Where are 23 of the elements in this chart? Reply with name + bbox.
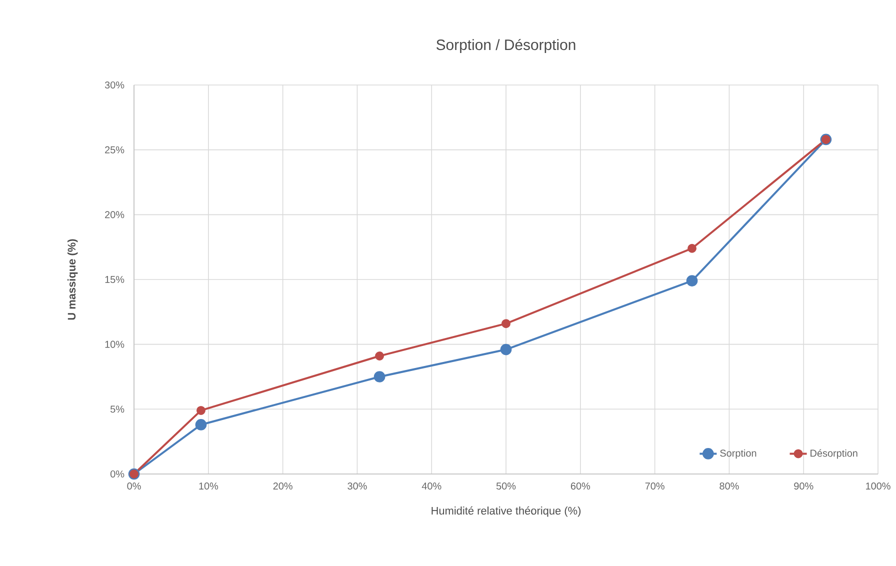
y-tick-label: 25% [105,146,124,154]
x-tick-label: 90% [794,482,814,490]
x-tick-label: 100% [866,482,890,490]
x-axis-title: Humidité relative théorique (%) [432,506,581,517]
legend-label: Sorption [720,449,756,459]
chart-title: Sorption / Désorption [436,38,576,54]
x-tick-label: 20% [273,482,292,490]
x-tick-label: 80% [720,482,739,490]
x-tick-label: 60% [570,482,590,490]
x-tick-label: 0% [127,482,141,490]
legend-label: Désorption [810,449,858,459]
y-tick-label: 10% [105,340,124,348]
x-tick-label: 50% [496,482,516,490]
x-tick-label: 70% [645,482,664,490]
y-tick-label: 30% [104,81,124,89]
x-tick-label: 30% [348,482,367,490]
y-tick-label: 15% [105,276,124,283]
y-tick-label: 5% [110,406,124,413]
x-tick-label: 10% [199,482,218,490]
y-axis-title: U massique (%) [67,239,78,320]
x-tick-label: 40% [422,482,442,490]
y-tick-label: 0% [110,470,124,478]
y-tick-label: 20% [105,211,124,218]
